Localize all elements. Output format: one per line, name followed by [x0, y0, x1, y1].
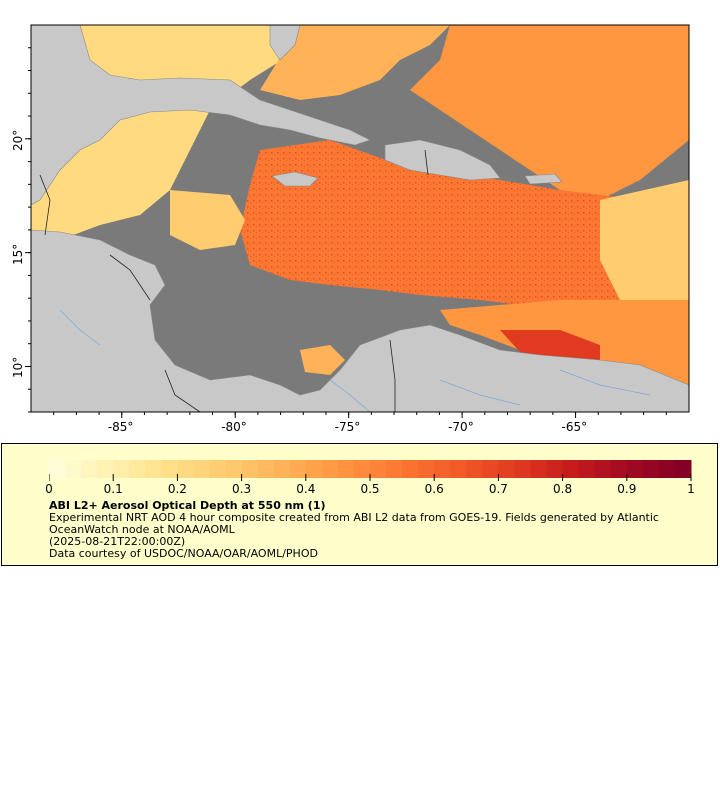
colorbar-swatch	[177, 460, 194, 478]
legend-title: ABI L2+ Aerosol Optical Depth at 550 nm …	[49, 499, 326, 512]
aod-field-small-south	[300, 345, 345, 375]
land-hispaniola	[384, 139, 501, 181]
land-jamaica	[271, 171, 319, 187]
colorbar-swatch	[225, 460, 243, 478]
colorbar-tick-label: 0.8	[553, 482, 573, 496]
colorbar-tick-label: 0.9	[617, 482, 637, 496]
country-borders	[39, 149, 429, 412]
colorbar-tick-label: 0.2	[167, 482, 187, 496]
lon-tick-label: -80°	[221, 420, 247, 434]
colorbar-swatch	[418, 460, 435, 478]
colorbar-swatch	[514, 460, 531, 478]
colorbar-swatch	[370, 460, 387, 478]
colorbar-tick-label: 0.7	[488, 482, 508, 496]
colorbar-swatch	[626, 460, 644, 478]
colorbar-swatch	[658, 460, 676, 478]
colorbar-tick-label: 0.6	[424, 482, 444, 496]
colorbar-swatch	[113, 460, 130, 478]
aod-field-central-speckle	[240, 140, 689, 310]
legend-credit: Data courtesy of USDOC/NOAA/OAR/AOML/PHO…	[49, 547, 318, 560]
aod-field-northeast	[410, 25, 689, 200]
colorbar-tick-label: 0.1	[103, 482, 123, 496]
rivers	[59, 309, 651, 412]
legend-timestamp: (2025-08-21T22:00:00Z)	[49, 535, 186, 548]
colorbar-swatch	[257, 460, 275, 478]
aod-field-south-dark	[500, 330, 600, 360]
lon-tick-label: -75°	[334, 420, 361, 434]
colorbar-swatch	[674, 460, 692, 478]
aod-map	[25, 24, 690, 418]
colorbar-swatch	[578, 460, 596, 478]
axis-tick-marks	[25, 47, 667, 418]
legend-text: ABI L2+ Aerosol Optical Depth at 550 nm …	[49, 500, 689, 560]
colorbar-swatch	[273, 460, 291, 478]
colorbar-swatch	[337, 460, 355, 478]
colorbar-swatch	[610, 460, 628, 478]
colorbar-swatch	[353, 460, 371, 478]
colorbar-swatch	[530, 460, 548, 478]
lat-tick-label: 15°	[11, 243, 25, 265]
lon-tick-label: -85°	[107, 420, 134, 434]
colorbar-swatch	[466, 460, 483, 478]
colorbar-swatch	[546, 460, 564, 478]
land-central-america	[31, 229, 689, 412]
land-cuba-yucatan	[31, 25, 371, 206]
colorbar-swatch	[305, 460, 323, 478]
colorbar-swatch	[145, 460, 162, 478]
colorbar-swatch	[97, 460, 114, 478]
colorbar-swatch	[193, 460, 210, 478]
colorbar-tick-label: 0.5	[360, 482, 380, 496]
aod-map-panel: -85° -80° -75° -70° -65° 20° 15° 10°	[11, 24, 690, 434]
colorbar-tick-label: 0.3	[232, 482, 252, 496]
colorbar-swatch	[434, 460, 451, 478]
colorbar-tick-label: 0	[45, 482, 53, 496]
colorbar-swatch	[594, 460, 612, 478]
colorbar-swatch	[402, 460, 419, 478]
map-frame	[30, 24, 690, 413]
colorbar-tick-label: 0.4	[296, 482, 316, 496]
colorbar-swatch	[129, 460, 146, 478]
colorbar-swatch	[81, 460, 98, 478]
colorbar-swatch	[482, 460, 499, 478]
colorbar-swatch	[161, 460, 178, 478]
colorbar-swatch	[241, 460, 259, 478]
colorbar-swatch	[386, 460, 403, 478]
aod-field-east-light	[600, 180, 689, 310]
legend-panel: 0 0.1 0.2 0.3 0.4 0.5 0.6 0.7 0.8 0.9 1 ABI L2+ Ae…	[1, 443, 718, 566]
lon-tick-label: -65°	[561, 420, 588, 434]
lon-tick-label: -70°	[448, 420, 474, 434]
aod-field-west-patch	[170, 190, 245, 250]
colorbar-swatch	[289, 460, 307, 478]
colorbar	[49, 460, 692, 481]
lat-tick-label: 10°	[11, 357, 25, 379]
colorbar-tick-label: 1	[687, 482, 695, 496]
colorbar-swatch	[642, 460, 660, 478]
colorbar-swatch	[321, 460, 339, 478]
colorbar-swatch	[49, 460, 66, 478]
colorbar-swatch	[498, 460, 515, 478]
land-bahamas	[269, 25, 301, 61]
colorbar-swatch	[450, 460, 467, 478]
land-puerto-rico	[524, 173, 563, 185]
colorbar-swatch	[562, 460, 580, 478]
legend-description: Experimental NRT AOD 4 hour composite cr…	[49, 511, 659, 536]
colorbar-swatch	[209, 460, 227, 478]
aod-field-north	[260, 25, 450, 100]
colorbar-swatch	[65, 460, 82, 478]
lat-tick-label: 20°	[11, 129, 25, 151]
